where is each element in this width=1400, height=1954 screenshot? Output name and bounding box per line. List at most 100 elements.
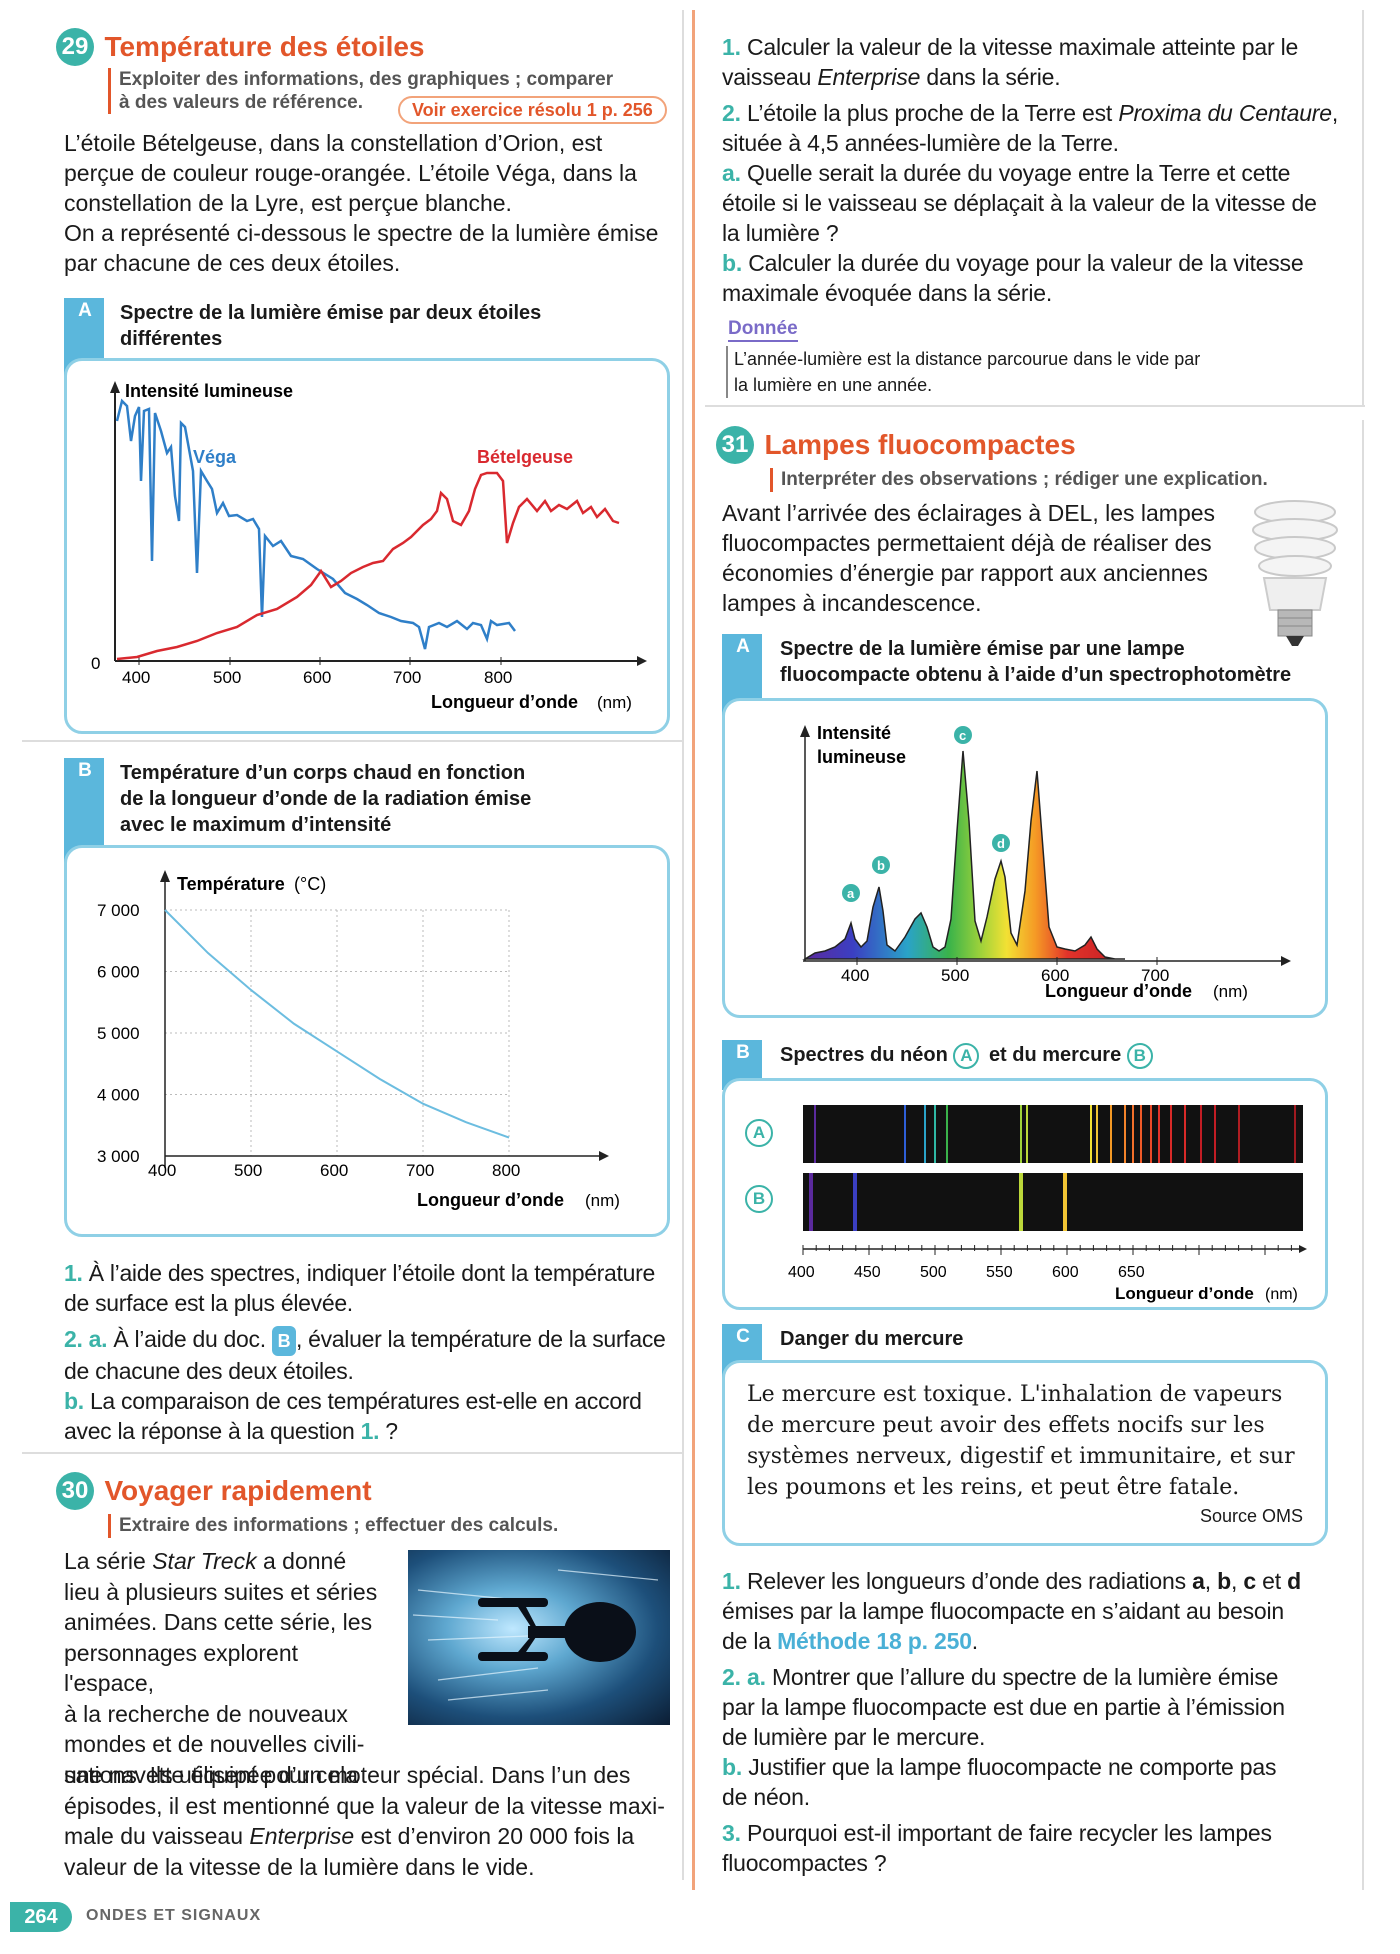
doc-title-text: et du mercure (988, 1044, 1122, 1066)
x-tick-label: 800 (484, 668, 512, 687)
ex31-intro: Avant l’arrivée des éclairages à DEL, le… (722, 498, 1242, 618)
italic-title: Proxima du Centaure (1118, 100, 1332, 126)
source-credit: Source OMS (1199, 1506, 1303, 1526)
doc-tag: A (68, 300, 102, 322)
text-line: systèmes nerveux, digestif et immunitair… (747, 1444, 1295, 1469)
text: et (1262, 1568, 1281, 1594)
doc-title-line: Spectre de la lumière émise par deux éto… (120, 302, 542, 324)
question-text: de la Méthode 18 p. 250. (722, 1626, 1362, 1656)
text: vaisseau (722, 64, 812, 90)
text-line: fluocompactes permettaient déjà de réali… (722, 530, 1212, 556)
label-a: a (1192, 1568, 1205, 1594)
peak-marker (842, 884, 860, 902)
line-spectra-panel: A B (722, 1078, 1328, 1310)
vega-curve (115, 398, 516, 650)
text-line: lampes à incandescence. (722, 590, 982, 616)
doc-ref-b[interactable]: B (271, 1326, 296, 1356)
question-2a: 2. a. À l’aide du doc. B, évaluer la tem… (64, 1324, 684, 1356)
text: . (971, 1628, 978, 1654)
question-text: de lumière par le mercure. (722, 1724, 986, 1750)
section-name: ONDES ET SIGNAUX (86, 1907, 262, 1924)
temperature-chart: Température (°C) 400 500 600 700 800 7 000 6 0… (64, 845, 670, 1237)
y-tick-label: 3 000 (97, 1147, 140, 1166)
y-zero-label: 0 (91, 654, 100, 673)
exercise-number: 29 (56, 28, 94, 66)
text-line: animées. Dans cette série, les (64, 1609, 373, 1635)
text: La série (64, 1548, 146, 1574)
text: , (1331, 100, 1339, 126)
text-line: male du vaisseau Enterprise est d’enviro… (64, 1821, 684, 1852)
question-text: située à 4,5 années-lumière de la Terre. (722, 130, 1119, 156)
x-axis-unit: (nm) (1213, 982, 1248, 1001)
skills: Exploiter des informations, des graphiqu… (108, 68, 613, 114)
question-2b: b. Calculer la durée du voyage pour la v… (722, 248, 1362, 278)
x-axis-label: Longueur d’onde (417, 1190, 564, 1210)
y-axis-label: Intensité (817, 723, 891, 743)
text-line: mondes et de nouvelles civili- (64, 1731, 365, 1757)
y-axis-label: lumineuse (817, 747, 906, 767)
y-axis-arrow (110, 381, 120, 393)
column-divider (692, 10, 695, 1890)
exercise-title: Voyager rapidement (104, 1475, 372, 1506)
skills-line: à des valeurs de référence. (119, 92, 363, 113)
question-2a: a. Quelle serait la durée du voyage entr… (722, 158, 1362, 188)
x-tick-label: 800 (492, 1161, 520, 1180)
text-line: la lumière en une année. (734, 375, 933, 395)
x-axis-arrow (637, 656, 647, 666)
label-d: d (1287, 1568, 1301, 1594)
exercise-number: 30 (56, 1472, 94, 1510)
exercise-30-header: 30 Voyager rapidement (56, 1472, 372, 1510)
x-tick-label: 450 (854, 1264, 881, 1281)
betelgeuse-curve (116, 471, 620, 661)
question-text: , évaluer la température de la surface (295, 1326, 666, 1352)
question-2b: b. Justifier que la lampe fluocompacte n… (722, 1752, 1362, 1782)
questions-29: 1. À l’aide des spectres, indiquer l’éto… (64, 1258, 684, 1446)
y-axis-arrow (160, 870, 170, 882)
question-text: À l’aide des spectres, indiquer l’étoile… (88, 1260, 656, 1286)
y-tick-label: 6 000 (97, 963, 140, 982)
peak-label: c (959, 728, 966, 743)
vega-label: Véga (193, 447, 237, 467)
question-2: 2. L’étoile la plus proche de la Terre e… (722, 98, 1362, 128)
text-line: par chacune de ces deux étoiles. (64, 250, 401, 276)
doc-title: Spectre de la lumière émise par une lamp… (780, 636, 1291, 688)
question-text: À l’aide du doc. (113, 1326, 266, 1352)
question-text: vaisseau Enterprise dans la série. (722, 62, 1362, 92)
mercury-spectrum-band (803, 1173, 1303, 1231)
x-tick-label: 400 (841, 966, 869, 985)
question-number: b. (64, 1388, 84, 1414)
cfl-bulb-image (1252, 500, 1338, 646)
doc-tag: A (726, 636, 760, 658)
question-text: La comparaison de ces températures est-e… (89, 1388, 642, 1414)
doc-title: Spectres du néon A et du mercure B (780, 1042, 1153, 1069)
method-link[interactable]: Méthode 18 p. 250 (777, 1628, 972, 1654)
text-line: économies d’énergie par rapport aux anci… (722, 560, 1208, 586)
cfl-spectrum-fill (802, 750, 1125, 960)
doc-title-line: Spectre de la lumière émise par une lamp… (780, 638, 1185, 660)
y-tick-label: 4 000 (97, 1086, 140, 1105)
y-tick-label: 5 000 (97, 1024, 140, 1043)
question-text: Quelle serait la durée du voyage entre l… (747, 160, 1291, 186)
text-line: à la recherche de nouveaux (64, 1700, 348, 1727)
betelgeuse-label: Bételgeuse (477, 447, 573, 467)
peak-marker (992, 834, 1010, 852)
section-rule (1362, 420, 1364, 1890)
x-axis-arrow (1299, 1245, 1307, 1253)
questions-30: 1. Calculer la valeur de la vitesse maxi… (722, 32, 1362, 308)
resolved-exercise-link[interactable]: Voir exercice résolu 1 p. 256 (398, 96, 667, 124)
y-axis-label: Intensité lumineuse (125, 381, 293, 401)
skills: Interpréter des observations ; rédiger u… (770, 468, 1268, 492)
x-axis-unit: (nm) (597, 693, 632, 712)
mercury-tag: B (1126, 1043, 1153, 1069)
temperature-svg: Température (°C) 400 500 600 700 800 7 000 6 0… (97, 870, 620, 1210)
question-number: 2. a. (722, 1664, 766, 1690)
question-number: 3. (722, 1820, 741, 1846)
question-number: 1. (722, 34, 741, 60)
question-number: 1. (64, 1260, 83, 1286)
text-line: épisodes, il est mentionné que la valeur… (64, 1792, 665, 1819)
star-spectrum-chart: Intensité lumineuse 0 400 500 600 700 800 Lo… (64, 358, 670, 734)
section-rule (1362, 10, 1364, 405)
exercise-title: Température des étoiles (104, 31, 425, 62)
peak-label: a (847, 886, 855, 901)
starship-silhouette (412, 1569, 659, 1701)
